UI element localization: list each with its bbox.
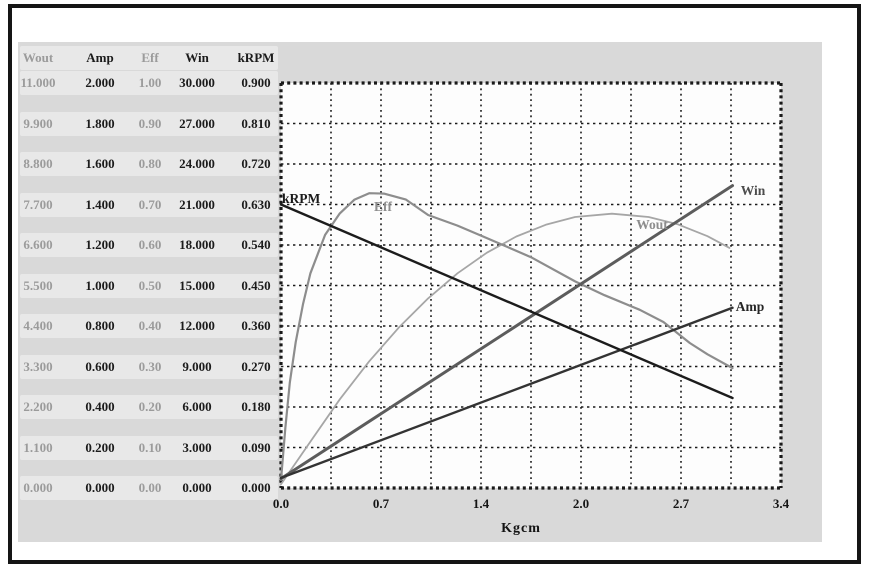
scale-table-header-amp: Amp xyxy=(86,50,114,65)
row-band xyxy=(20,111,278,136)
table-cell: 1.400 xyxy=(85,196,115,212)
curve-label-amp: Amp xyxy=(736,299,765,314)
x-tick-label: 0.7 xyxy=(372,496,390,511)
table-cell: 7.700 xyxy=(23,196,53,212)
curve-label-win: Win xyxy=(741,183,766,198)
x-tick-label: 3.4 xyxy=(772,496,790,511)
table-cell: 1.000 xyxy=(85,277,115,293)
row-band xyxy=(20,273,278,298)
table-cell: 0.800 xyxy=(85,318,115,333)
curve-krpm xyxy=(279,203,734,400)
table-cell: 21.000 xyxy=(179,196,215,212)
table-cell: 1.200 xyxy=(85,237,115,252)
scale-table-header-eff: Eff xyxy=(141,50,159,65)
table-cell: 1.800 xyxy=(85,115,115,131)
table-cell: 2.200 xyxy=(23,399,53,414)
table-cell: 3.300 xyxy=(23,358,53,374)
row-band xyxy=(20,354,278,379)
table-cell: 0.540 xyxy=(241,237,271,252)
performance-plot: Wout Eff Win Amp kRPM xyxy=(279,81,783,490)
row-band xyxy=(20,476,278,500)
scale-table-header-krpm: kRPM xyxy=(237,50,275,65)
table-cell: 0.50 xyxy=(138,277,162,293)
table-cell: 0.180 xyxy=(241,399,271,414)
table-cell: 2.000 xyxy=(85,75,115,90)
table-cell: 0.000 xyxy=(23,480,53,495)
table-cell: 1.600 xyxy=(85,156,115,171)
table-cell: 0.000 xyxy=(182,480,212,495)
table-cell: 3.000 xyxy=(182,439,212,455)
table-cell: 30.000 xyxy=(179,75,215,90)
scale-table-header-win: Win xyxy=(185,50,209,65)
table-cell: 0.810 xyxy=(241,115,271,131)
x-tick-label: 1.4 xyxy=(472,496,490,511)
table-cell: 18.000 xyxy=(179,237,215,252)
table-cell: 0.30 xyxy=(138,358,162,374)
table-cell: 6.000 xyxy=(182,399,212,414)
table-cell: 8.800 xyxy=(23,156,53,171)
curve-win xyxy=(279,184,734,481)
table-cell: 11.000 xyxy=(20,75,56,90)
table-cell: 6.600 xyxy=(23,237,53,252)
table-cell: 1.00 xyxy=(138,75,162,90)
row-band xyxy=(20,435,278,460)
row-band xyxy=(20,152,278,176)
plot-background xyxy=(281,83,781,488)
table-cell: 9.000 xyxy=(182,358,212,374)
table-cell: 4.400 xyxy=(23,318,53,333)
row-band xyxy=(20,46,278,70)
scale-table-header-wout: Wout xyxy=(22,50,54,65)
table-cell: 1.100 xyxy=(23,439,53,455)
row-band xyxy=(20,71,278,95)
table-cell: 0.70 xyxy=(138,196,162,212)
table-cell: 0.20 xyxy=(138,399,162,414)
table-cell: 0.80 xyxy=(138,156,162,171)
table-cell: 0.270 xyxy=(241,358,271,374)
x-tick-label: 2.7 xyxy=(672,496,690,511)
curve-amp xyxy=(279,306,734,480)
table-cell: 0.600 xyxy=(85,358,115,374)
table-cell: 0.450 xyxy=(241,277,271,293)
x-tick-label: 0.0 xyxy=(272,496,290,511)
x-axis-label: Kgcm xyxy=(501,521,541,536)
curve-eff xyxy=(279,192,734,481)
row-band xyxy=(20,395,278,419)
table-cell: 12.000 xyxy=(179,318,215,333)
table-cell: 0.00 xyxy=(138,480,162,495)
table-cell: 0.000 xyxy=(241,480,271,495)
curve-label-krpm: kRPM xyxy=(282,191,321,206)
row-band xyxy=(20,233,278,257)
table-cell: 0.720 xyxy=(241,156,271,171)
row-band xyxy=(20,192,278,217)
table-cell: 5.500 xyxy=(23,277,53,293)
curve-label-wout: Wout xyxy=(636,217,668,232)
chart-panel: Wout Amp Eff Win kRPM 11.000 2.000 1.00 30.000 0.… xyxy=(18,42,822,542)
x-tick-label: 2.0 xyxy=(572,496,590,511)
row-band xyxy=(20,314,278,338)
table-cell: 0.40 xyxy=(138,318,162,333)
page-border-frame xyxy=(8,4,861,564)
table-cell: 0.200 xyxy=(85,439,115,455)
table-cell: 9.900 xyxy=(23,115,53,131)
table-cell: 15.000 xyxy=(179,277,215,293)
table-cell: 0.090 xyxy=(241,439,271,455)
table-cell: 27.000 xyxy=(179,115,215,131)
table-cell: 0.900 xyxy=(241,75,271,90)
table-cell: 24.000 xyxy=(179,156,215,171)
table-cell: 0.360 xyxy=(241,318,271,333)
table-cell: 0.400 xyxy=(85,399,115,414)
table-cell: 0.90 xyxy=(138,115,162,131)
table-cell: 0.000 xyxy=(85,480,115,495)
table-cell: 0.630 xyxy=(241,196,271,212)
table-cell: 0.10 xyxy=(138,439,162,455)
table-cell: 0.60 xyxy=(138,237,162,252)
curve-label-eff: Eff xyxy=(374,199,393,214)
